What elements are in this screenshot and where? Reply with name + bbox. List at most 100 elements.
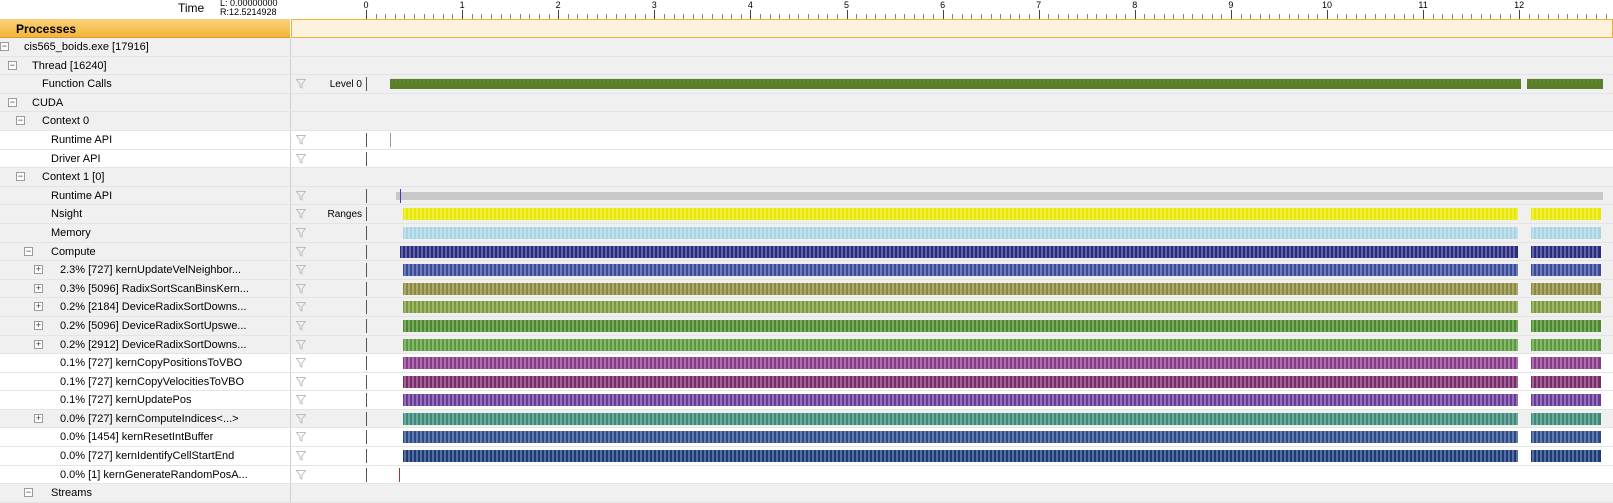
timeline-lane[interactable] xyxy=(366,410,1613,428)
tree-row[interactable]: +0.0% [727] kernComputeIndices<...> xyxy=(0,409,1613,429)
filter-icon[interactable] xyxy=(295,413,307,424)
filter-icon[interactable] xyxy=(295,190,307,201)
filter-icon[interactable] xyxy=(295,302,307,313)
tree-row[interactable]: 0.1% [727] kernCopyVelocitiesToVBO xyxy=(0,372,1613,392)
tree-row[interactable]: − Compute xyxy=(0,242,1613,262)
time-scale[interactable]: 0 1 2 3 4 5 6 7 8 9 10 11 12 xyxy=(363,0,1613,19)
tree-row[interactable]: − Streams xyxy=(0,484,1613,503)
tree-row[interactable]: − Thread [16240] xyxy=(0,56,1613,76)
filter-icon[interactable] xyxy=(295,320,307,331)
filter-icon[interactable] xyxy=(295,469,307,480)
tree-row[interactable]: 0.1% [727] kernUpdatePos xyxy=(0,391,1613,410)
activity-bar[interactable] xyxy=(400,188,401,203)
tick-minor xyxy=(798,14,800,19)
timeline-lane[interactable] xyxy=(366,280,1613,298)
timeline-lane[interactable] xyxy=(366,373,1613,391)
filter-icon[interactable] xyxy=(295,451,307,461)
collapse-toggle-icon[interactable]: − xyxy=(24,245,33,256)
filter-icon[interactable] xyxy=(295,79,307,89)
filter-icon[interactable] xyxy=(295,134,307,145)
expand-toggle-icon[interactable]: + xyxy=(34,282,43,293)
filter-icon[interactable] xyxy=(295,153,307,164)
collapse-toggle-icon[interactable]: − xyxy=(0,41,9,51)
tick-minor xyxy=(952,14,954,19)
tick-minor xyxy=(519,14,521,19)
expand-toggle-icon[interactable]: + xyxy=(34,338,43,349)
filter-icon[interactable] xyxy=(295,432,307,443)
filter-icon[interactable] xyxy=(295,283,307,294)
timeline-lane[interactable] xyxy=(366,317,1613,335)
activity-stripes xyxy=(401,245,1515,258)
collapse-toggle-icon[interactable]: − xyxy=(16,171,25,182)
tree-row[interactable]: − CUDA xyxy=(0,93,1613,113)
timeline-lane[interactable] xyxy=(366,131,1613,149)
tree-row[interactable]: +2.3% [727] kernUpdateVelNeighbor... xyxy=(0,261,1613,280)
collapse-toggle-icon[interactable]: − xyxy=(16,115,25,126)
timeline-lane[interactable] xyxy=(366,205,1613,223)
timeline-lane[interactable] xyxy=(366,224,1613,242)
tick-minor xyxy=(538,14,540,19)
timeline-lane[interactable] xyxy=(366,75,1613,93)
filter-icon[interactable] xyxy=(295,339,307,350)
tree-row[interactable]: Nsight Ranges xyxy=(0,205,1613,224)
timeline-lane[interactable] xyxy=(366,243,1613,261)
column-divider xyxy=(290,261,291,279)
collapse-toggle-icon[interactable]: − xyxy=(8,96,17,107)
tree-row[interactable]: Runtime API xyxy=(0,130,1613,150)
expand-toggle-icon[interactable]: + xyxy=(34,319,43,330)
collapse-toggle-icon[interactable]: − xyxy=(8,59,17,70)
column-divider xyxy=(290,149,291,168)
filter-icon[interactable] xyxy=(295,265,307,275)
tree-row[interactable]: +0.2% [5096] DeviceRadixSortUpswe... xyxy=(0,316,1613,336)
tree-row[interactable]: +0.3% [5096] RadixSortScanBinsKern... xyxy=(0,279,1613,299)
activity-stripes xyxy=(404,208,1518,221)
tick-minor xyxy=(1105,14,1107,19)
tree-row[interactable]: − Context 1 [0] xyxy=(0,168,1613,187)
filter-icon[interactable] xyxy=(295,358,307,368)
filter-icon[interactable] xyxy=(295,376,307,387)
tick-minor xyxy=(961,14,963,19)
tree-row[interactable]: 0.0% [727] kernIdentifyCellStartEnd xyxy=(0,447,1613,466)
tick-minor xyxy=(1567,14,1569,19)
tree-row[interactable]: − cis565_boids.exe [17916] xyxy=(0,38,1613,57)
tree-row[interactable]: 0.0% [1] kernGenerateRandomPosA... xyxy=(0,465,1613,485)
tick-minor xyxy=(1576,14,1578,19)
tree-row[interactable]: Driver API xyxy=(0,149,1613,169)
filter-icon[interactable] xyxy=(295,209,307,220)
tree-row[interactable]: +0.2% [2184] DeviceRadixSortDowns... xyxy=(0,298,1613,317)
expand-toggle-icon[interactable]: + xyxy=(34,412,43,423)
tick-major xyxy=(366,10,367,19)
timeline-lane[interactable] xyxy=(366,261,1613,279)
tree-row[interactable]: Memory xyxy=(0,223,1613,243)
timeline-lane[interactable] xyxy=(366,298,1613,316)
filter-icon[interactable] xyxy=(295,246,307,257)
column-divider xyxy=(290,93,291,112)
activity-bar[interactable] xyxy=(390,79,1603,90)
tree-row[interactable]: Function Calls Level 0 xyxy=(0,75,1613,94)
timeline-lane[interactable] xyxy=(366,391,1613,409)
tree-row[interactable]: 0.1% [727] kernCopyPositionsToVBO xyxy=(0,354,1613,373)
timeline-lane[interactable] xyxy=(366,466,1613,484)
collapse-toggle-icon[interactable]: − xyxy=(24,487,33,498)
expand-toggle-icon[interactable]: + xyxy=(34,301,43,312)
timeline-lane[interactable] xyxy=(366,187,1613,205)
activity-bar[interactable] xyxy=(399,467,400,482)
timeline-lane[interactable] xyxy=(366,336,1613,354)
filter-icon[interactable] xyxy=(295,395,307,406)
activity-bar[interactable] xyxy=(390,132,391,147)
tree-row[interactable]: − Context 0 xyxy=(0,112,1613,131)
timeline-lane[interactable] xyxy=(366,447,1613,465)
processes-header-label[interactable]: Processes xyxy=(0,19,290,38)
filter-icon[interactable] xyxy=(295,227,307,238)
timeline-lane[interactable] xyxy=(366,150,1613,168)
tick-minor xyxy=(587,14,589,19)
timeline-lane[interactable] xyxy=(366,354,1613,372)
tree-row[interactable]: 0.0% [1454] kernResetIntBuffer xyxy=(0,428,1613,448)
expand-toggle-icon[interactable]: + xyxy=(34,264,43,275)
activity-bar[interactable] xyxy=(396,191,1603,200)
tick-minor xyxy=(1298,14,1300,19)
tree-row[interactable]: Runtime API xyxy=(0,186,1613,206)
tree-row[interactable]: +0.2% [2912] DeviceRadixSortDowns... xyxy=(0,335,1613,355)
timeline-lane[interactable] xyxy=(366,428,1613,446)
